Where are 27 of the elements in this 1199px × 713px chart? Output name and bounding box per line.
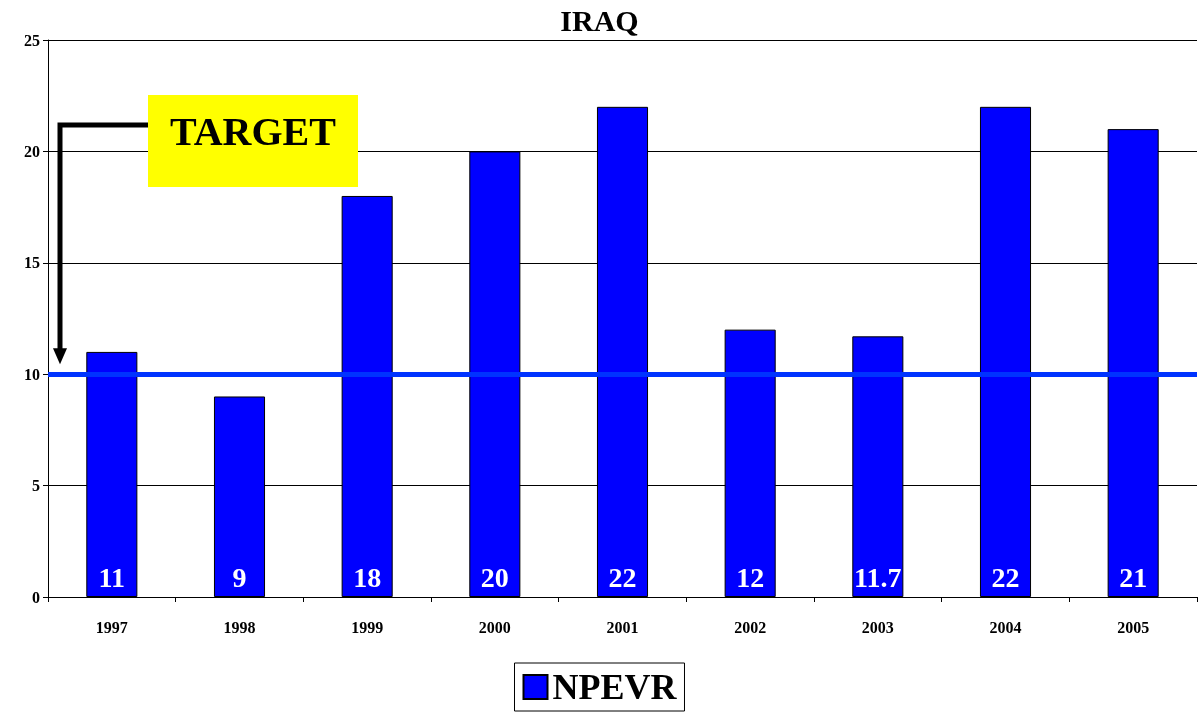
data-label: 21 [1119,561,1148,593]
data-label: 11.7 [854,561,902,593]
data-label: 22 [608,561,637,593]
y-tick-label: 15 [24,254,40,272]
legend-label: NPEVR [552,667,678,707]
data-label: 20 [480,561,509,593]
x-tick-label: 2001 [606,618,639,636]
y-tick-label: 0 [32,588,40,606]
data-label: 9 [232,561,247,593]
y-tick-label: 25 [24,31,40,49]
x-tick-label: 2000 [478,618,511,636]
y-tick-label: 10 [24,365,40,383]
x-tick-label: 2004 [989,618,1022,636]
annotation: TARGET [170,108,337,154]
data-label: 11 [98,561,126,593]
data-label: 22 [991,561,1020,593]
y-tick-label: 20 [24,142,40,160]
y-tick-label: 5 [32,477,40,495]
x-tick-label: 2005 [1117,618,1150,636]
data-label: 18 [353,561,382,593]
chart-title: IRAQ [560,3,639,37]
x-tick-label: 1999 [351,618,384,636]
x-tick-label: 1997 [95,618,128,636]
x-tick-label: 2003 [861,618,894,636]
x-tick-label: 2002 [734,618,767,636]
x-tick-label: 1998 [223,618,256,636]
data-label: 12 [736,561,765,593]
